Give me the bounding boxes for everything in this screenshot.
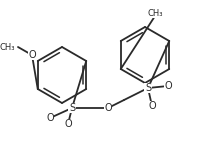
Text: O: O <box>148 101 156 111</box>
Text: O: O <box>164 81 172 91</box>
Text: S: S <box>69 103 75 113</box>
Text: O: O <box>46 113 54 123</box>
Text: O: O <box>104 103 112 113</box>
Text: CH₃: CH₃ <box>0 43 15 52</box>
Text: O: O <box>28 50 36 60</box>
Text: CH₃: CH₃ <box>147 9 163 18</box>
Text: O: O <box>64 119 72 129</box>
Text: S: S <box>145 83 151 93</box>
